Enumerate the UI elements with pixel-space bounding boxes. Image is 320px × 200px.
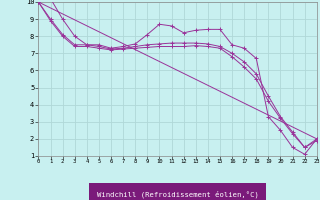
Text: Windchill (Refroidissement éolien,°C): Windchill (Refroidissement éolien,°C)	[97, 190, 259, 198]
